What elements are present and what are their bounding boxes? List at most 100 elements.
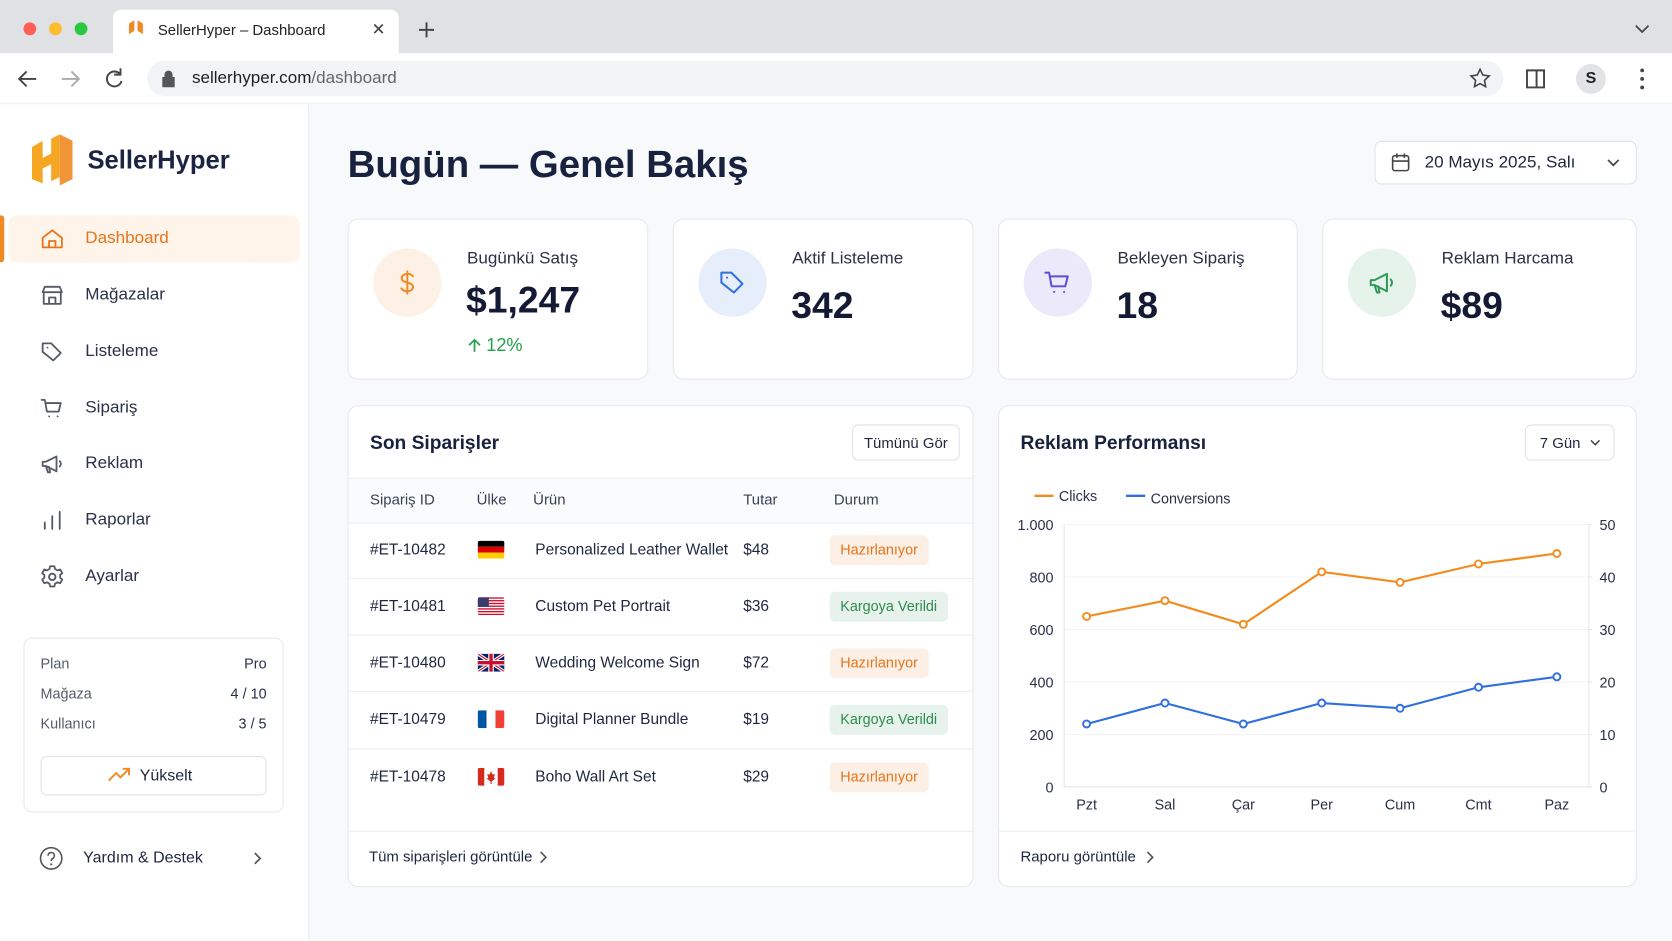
flag-shape [477,597,489,607]
data-point [1395,577,1405,587]
country-flag [477,597,505,616]
order-status: Hazırlanıyor [829,535,929,566]
bookmark-star[interactable] [1469,67,1491,89]
menu-dot[interactable] [1640,68,1645,73]
nav-icon [43,510,61,530]
data-point [1395,703,1405,713]
row-divider [348,577,973,580]
chart-footer-link[interactable]: Raporu görüntüle [1020,847,1136,865]
order-id: #ET-10479 [370,711,446,729]
legend-label: Conversions [1151,491,1231,507]
order-product: Personalized Leather Wallet [535,541,729,559]
nav-item[interactable]: Listeleme [85,342,159,361]
side-panel[interactable] [1526,69,1546,89]
forward-button[interactable] [61,70,81,88]
y2-tick-label: 0 [1599,780,1607,796]
data-point [1160,596,1170,606]
brand-name: SellerHyper [87,146,230,175]
country-flag [477,540,505,559]
nav-active-bar [0,215,5,263]
x-tick-label: Cum [1385,797,1415,813]
menu-dot [1640,85,1645,90]
y2-tick-label: 20 [1599,675,1615,691]
orders-footer-link[interactable]: Tüm siparişleri görüntüle [368,847,533,865]
nav-icon [41,342,62,362]
stat-value: $89 [1440,284,1503,327]
country-flag [477,767,505,786]
close-dot[interactable] [23,22,37,36]
y2-tick-label: 50 [1599,518,1615,534]
url: sellerhyper.com/dashboard [192,68,397,89]
x-tick-label: Cmt [1465,797,1491,813]
order-product: Custom Pet Portrait [535,598,671,616]
stat-change-arrow [468,338,481,353]
nav-icon-path [41,229,63,249]
nav-item[interactable]: Dashboard [85,229,169,248]
see-all-button[interactable] [851,424,960,461]
range-select[interactable] [1524,424,1615,461]
see-all-label: Tümünü Gör [863,433,948,452]
nav-item[interactable]: Reklam [85,454,144,473]
nav-active-bg [8,215,300,263]
data-point [1238,619,1248,629]
stat-icon [1369,272,1393,294]
country-flag [477,710,505,729]
stat-icon-path [720,271,744,294]
data-point [1552,549,1562,558]
tab-menu[interactable] [1635,24,1650,34]
profile-avatar[interactable] [1576,63,1606,94]
flag-shape [497,767,505,786]
stat-icon [1044,271,1069,293]
y-tick-label: 0 [1046,780,1054,796]
browser-chrome [0,9,1672,104]
table-column-header: Tutar [743,490,778,508]
order-id: #ET-10481 [370,598,446,616]
chart-card [998,405,1637,888]
nav-item[interactable]: Ayarlar [85,567,140,586]
range-label: 7 Gün [1539,433,1581,452]
stat-icon-path [1044,271,1069,293]
order-product: Wedding Welcome Sign [535,654,700,672]
plan-value: 3 / 5 [238,715,267,732]
address-bar[interactable] [147,60,1504,96]
active-tab[interactable] [113,9,399,54]
zoom-dot[interactable] [74,22,88,36]
plan-label: Kullanıcı [40,715,96,732]
nav-item[interactable]: Sipariş [85,398,138,417]
flag-shape [477,767,485,786]
flag-shape [477,552,505,559]
stat-value: 18 [1116,284,1158,327]
help-link[interactable]: Yardım & Destek [83,848,203,867]
menu-dot [1640,76,1645,81]
orders-footer-divider [348,830,973,832]
plan-box [23,637,284,813]
x-tick-label: Paz [1544,797,1569,813]
new-tab[interactable] [419,22,434,38]
flag-shape [477,653,505,672]
flag-shape [477,546,505,553]
minimize-dot[interactable] [49,22,62,36]
nav-item[interactable]: Raporlar [85,510,151,529]
order-id: #ET-10480 [370,654,446,672]
date-picker[interactable] [1374,140,1637,185]
order-status: Kargoya Verildi [829,704,948,735]
x-tick-label: Çar [1232,797,1255,813]
row-divider [348,634,973,636]
lock-icon [162,70,175,88]
nav-item[interactable]: Mağazalar [85,285,165,304]
upgrade-button[interactable] [40,756,267,796]
back-button[interactable] [17,70,37,88]
data-point [1473,682,1483,692]
data-point [1317,698,1327,708]
y-tick-label: 200 [1030,728,1054,744]
flag-shape [477,610,505,613]
reload-button[interactable] [106,68,123,88]
tab-close[interactable] [373,23,384,34]
help-icons [39,846,262,870]
tab-title: SellerHyper – Dashboard [157,21,326,39]
data-point [1238,719,1248,729]
flag-shape [477,600,505,602]
order-amount: $36 [743,598,770,616]
y-tick-label: 600 [1030,623,1054,639]
